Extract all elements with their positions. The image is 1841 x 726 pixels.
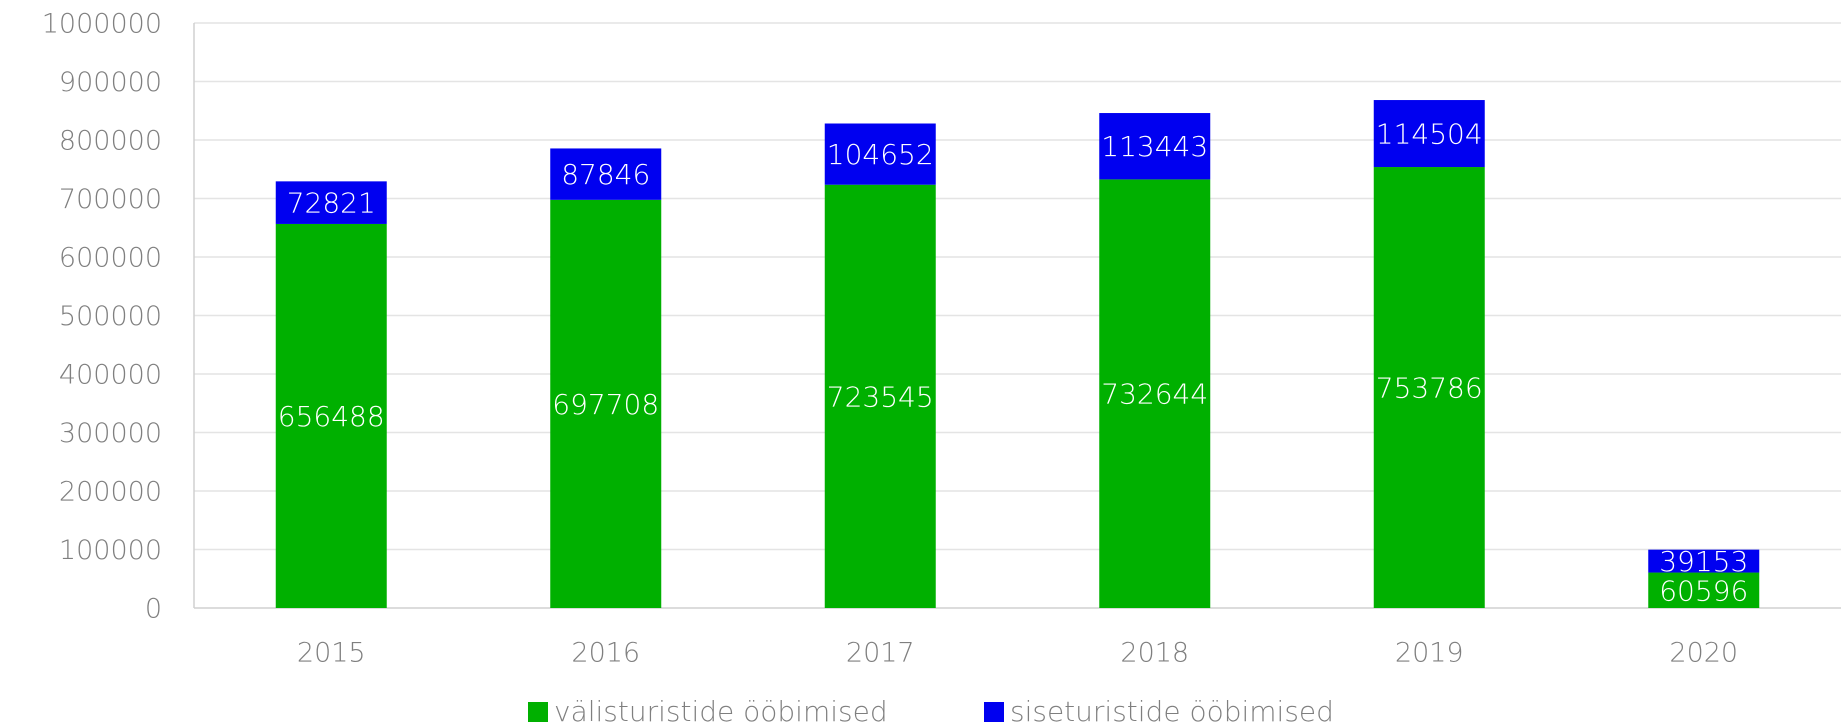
x-tick-label: 2016: [571, 638, 640, 669]
data-label: 72821: [287, 187, 376, 220]
data-label: 753786: [1376, 372, 1483, 405]
y-tick-label: 100000: [59, 535, 162, 566]
y-tick-label: 400000: [59, 360, 162, 391]
x-tick-label: 2018: [1120, 638, 1189, 669]
bar-segment: [1099, 179, 1211, 608]
data-label: 87846: [561, 158, 650, 191]
y-tick-label: 300000: [59, 418, 162, 449]
data-label: 39153: [1659, 545, 1748, 578]
data-label: 656488: [278, 400, 385, 433]
x-tick-label: 2015: [297, 638, 366, 669]
data-label: 732644: [1101, 378, 1208, 411]
y-tick-label: 900000: [59, 67, 162, 98]
data-label: 114504: [1376, 118, 1483, 151]
bar-segment: [1373, 100, 1485, 168]
legend-label: siseturistide ööbimised: [1010, 695, 1334, 726]
y-tick-label: 0: [145, 594, 162, 625]
legend-swatch: [984, 702, 1004, 722]
bar-segment: [275, 181, 387, 224]
x-tick-label: 2019: [1395, 638, 1464, 669]
x-tick-label: 2017: [846, 638, 915, 669]
y-tick-label: 1000000: [42, 9, 162, 40]
bar-segment: [1648, 549, 1760, 573]
bar-segment: [550, 148, 662, 200]
y-tick-label: 500000: [59, 301, 162, 332]
y-tick-label: 700000: [59, 184, 162, 215]
legend-label: välisturistide ööbimised: [554, 695, 888, 726]
y-tick-label: 600000: [59, 243, 162, 274]
bar-segment: [824, 123, 936, 185]
x-tick-label: 2020: [1669, 638, 1738, 669]
bar-segment: [824, 184, 936, 608]
data-label: 723545: [827, 380, 934, 413]
y-tick-label: 200000: [59, 477, 162, 508]
bar-segment: [275, 223, 387, 608]
bar-segment: [1373, 167, 1485, 608]
bar-segment: [550, 199, 662, 608]
data-label: 60596: [1659, 574, 1748, 607]
y-tick-label: 800000: [59, 126, 162, 157]
bar-segment: [1648, 572, 1760, 608]
legend-swatch: [528, 702, 548, 722]
data-label: 104652: [827, 138, 934, 171]
data-label: 697708: [552, 388, 659, 421]
bar-segment: [1099, 113, 1211, 180]
data-label: 113443: [1101, 130, 1208, 163]
